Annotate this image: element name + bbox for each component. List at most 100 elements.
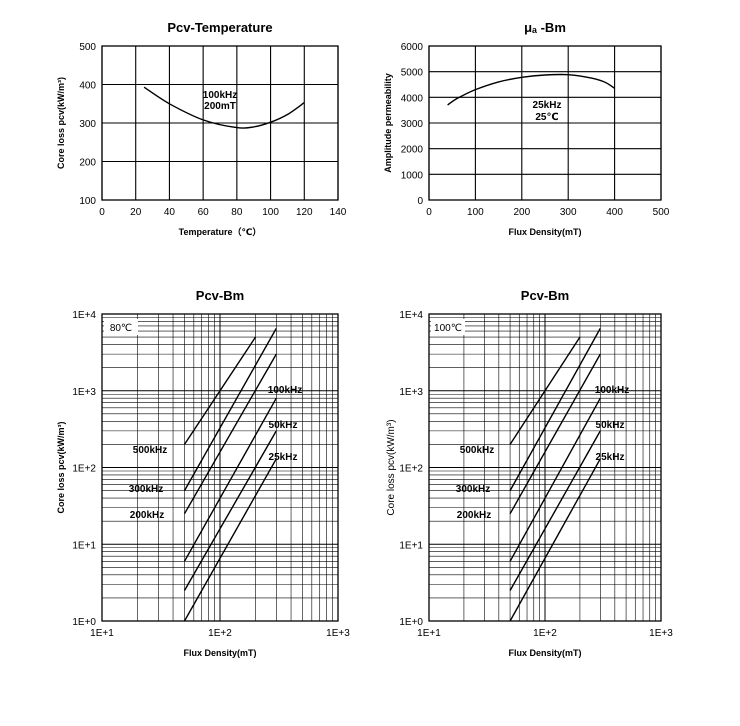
x-tick-label: 100 xyxy=(467,207,484,218)
grid xyxy=(428,314,661,622)
chart-title: Pcv-Bm xyxy=(196,288,244,303)
chart-annotation: 100kHz xyxy=(203,90,237,101)
x-tick-label: 500 xyxy=(653,207,670,218)
series-label: 500kHz xyxy=(133,445,167,456)
series-label: 25kHz xyxy=(596,452,625,463)
y-tick-label: 1E+3 xyxy=(72,387,96,398)
series-line-500kHz xyxy=(183,336,257,445)
series-label: 25kHz xyxy=(269,452,298,463)
y-tick-label: 1000 xyxy=(401,170,424,181)
y-tick-label: 2000 xyxy=(401,145,424,156)
y-tick-label: 100 xyxy=(79,196,96,207)
y-tick-label: 3000 xyxy=(401,119,424,130)
chart-2: μₐ -Bm0 100 200 300 400 500010002000300040005… xyxy=(383,20,670,237)
y-tick-label: 1E+2 xyxy=(72,464,96,475)
series-label: 100kHz xyxy=(595,385,629,396)
plot-frame xyxy=(101,313,339,622)
y-tick-label: 1E+2 xyxy=(399,464,423,475)
condition-label-bg xyxy=(104,319,138,335)
plot-frame xyxy=(101,45,339,201)
y-axis-label: Core loss pcv(kW/m³) xyxy=(386,419,397,515)
series-line-300kHz xyxy=(183,328,277,491)
y-tick-label: 4000 xyxy=(401,93,424,104)
series-label: 50kHz xyxy=(269,420,298,431)
chart-title: Pcv-Bm xyxy=(521,288,569,303)
x-tick-label: 120 xyxy=(296,207,313,218)
y-axis-label: Amplitude permeability xyxy=(383,73,393,173)
chart-1: Pcv-Temperature 0 20 40 60 80 100 120 140 100 200 3… xyxy=(56,20,347,237)
x-tick-label: 1E+1 xyxy=(417,628,441,639)
series-label: 200kHz xyxy=(130,510,164,521)
series-line-500kHz xyxy=(509,336,581,445)
grid xyxy=(428,45,662,201)
y-tick-label: 500 xyxy=(79,42,96,53)
y-tick-label: 1E+1 xyxy=(399,540,423,551)
y-axis-label: Core loss pcv(kW/m³) xyxy=(56,77,66,169)
series-line-200kHz xyxy=(509,353,601,515)
y-tick-label: 5000 xyxy=(401,68,424,79)
y-tick-label: 1E+4 xyxy=(72,310,96,321)
x-axis-label: Flux Density(mT) xyxy=(508,648,581,658)
y-tick-label: 1E+0 xyxy=(72,617,96,628)
series-line xyxy=(447,73,615,106)
series-line-25kHz xyxy=(509,458,601,622)
chart-title: Pcv-Temperature xyxy=(167,20,272,35)
series-label: 300kHz xyxy=(456,484,490,495)
y-tick-label: 1E+3 xyxy=(399,387,423,398)
y-tick-label: 1E+1 xyxy=(72,540,96,551)
series-label: 50kHz xyxy=(596,420,625,431)
x-tick-label: 40 xyxy=(164,207,176,218)
x-tick-label: 1E+2 xyxy=(533,628,557,639)
grid xyxy=(101,314,338,622)
series-line-50kHz xyxy=(183,430,277,591)
chart-title: μₐ -Bm xyxy=(524,20,566,35)
series-line-100kHz xyxy=(509,397,601,562)
x-axis-label: Temperature（℃） xyxy=(179,227,262,237)
x-tick-label: 20 xyxy=(130,207,142,218)
x-tick-label: 1E+1 xyxy=(90,628,114,639)
series-label: 200kHz xyxy=(457,510,491,521)
x-tick-label: 140 xyxy=(330,207,347,218)
series-line-50kHz xyxy=(509,430,601,591)
series-line-200kHz xyxy=(183,353,277,515)
x-tick-label: 300 xyxy=(560,207,577,218)
chart-annotation: 25kHz xyxy=(533,100,562,111)
x-axis-label: Flux Density(mT) xyxy=(183,648,256,658)
plot-frame xyxy=(428,313,662,622)
condition-label-bg xyxy=(431,319,465,335)
y-tick-label: 1E+4 xyxy=(399,310,423,321)
series-label: 300kHz xyxy=(129,484,163,495)
plot-frame xyxy=(428,45,662,201)
series-line-300kHz xyxy=(509,328,601,491)
condition-label: 100℃ xyxy=(434,323,462,334)
y-axis-label: Core loss pcv(kW/m³) xyxy=(56,421,66,513)
x-tick-label: 80 xyxy=(231,207,243,218)
series-line xyxy=(143,86,305,129)
y-tick-label: 0 xyxy=(417,196,423,207)
x-tick-label: 100 xyxy=(262,207,279,218)
chart-annotation: 200mT xyxy=(204,101,236,112)
series-line-25kHz xyxy=(183,458,277,622)
y-tick-label: 1E+0 xyxy=(399,617,423,628)
series-label: 500kHz xyxy=(460,445,494,456)
condition-label: 80℃ xyxy=(110,323,132,334)
chart-annotation: 25℃ xyxy=(535,112,558,123)
x-tick-label: 1E+3 xyxy=(326,628,350,639)
y-tick-label: 6000 xyxy=(401,42,424,53)
x-tick-label: 1E+3 xyxy=(649,628,673,639)
series-label: 100kHz xyxy=(268,385,302,396)
grid xyxy=(101,45,339,201)
x-axis-label: Flux Density(mT) xyxy=(508,227,581,237)
y-tick-label: 300 xyxy=(79,119,96,130)
x-tick-label: 1E+2 xyxy=(208,628,232,639)
y-tick-label: 200 xyxy=(79,158,96,169)
series-line-100kHz xyxy=(183,397,277,562)
x-tick-label: 0 xyxy=(426,207,432,218)
x-tick-label: 0 xyxy=(99,207,105,218)
x-tick-label: 200 xyxy=(513,207,530,218)
y-tick-label: 400 xyxy=(79,81,96,92)
x-tick-label: 400 xyxy=(606,207,623,218)
